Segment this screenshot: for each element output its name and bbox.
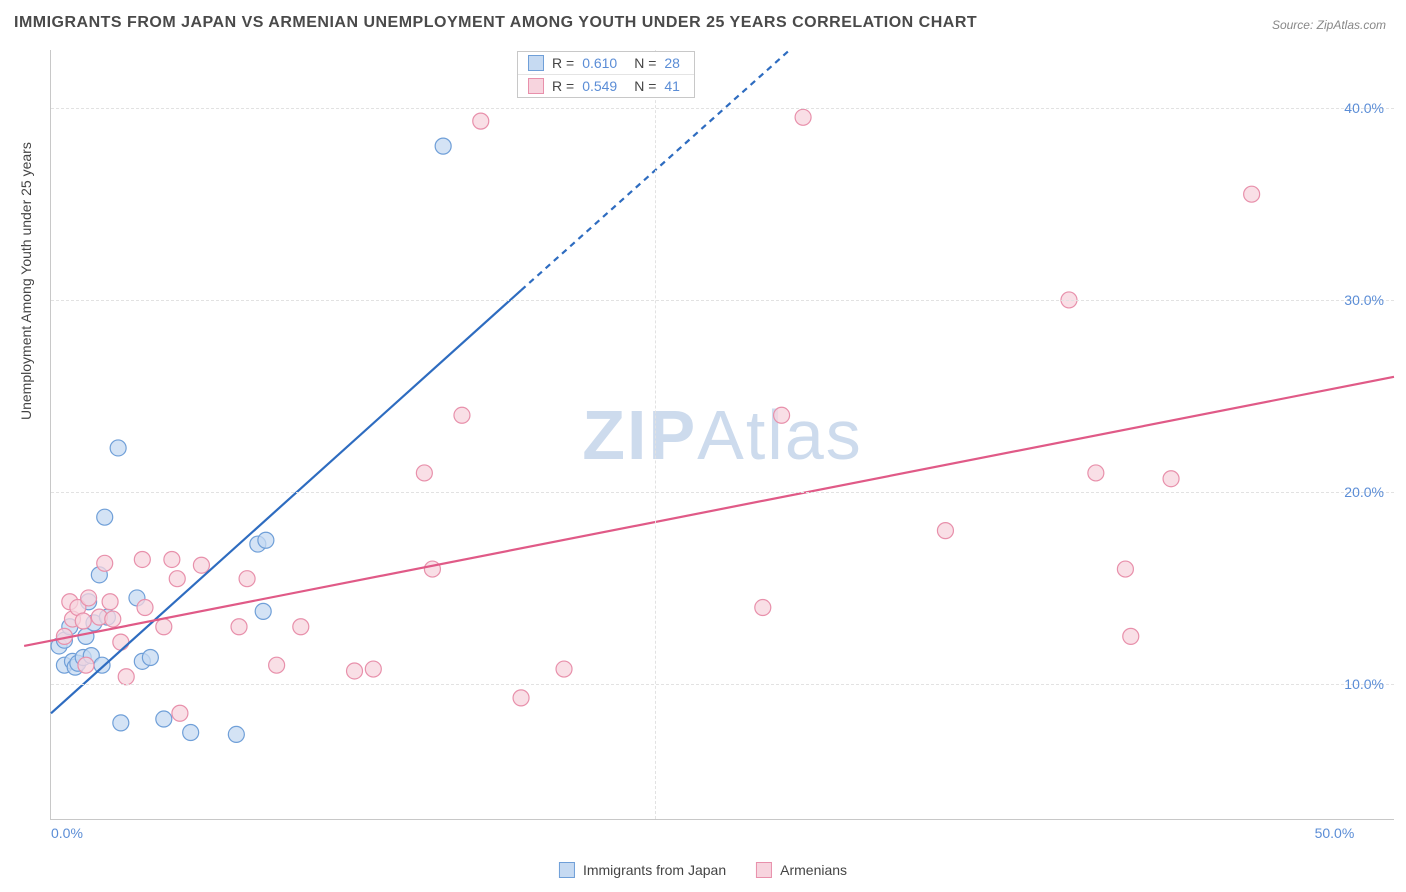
data-point-japan xyxy=(94,657,110,673)
data-point-armenian xyxy=(75,613,91,629)
data-point-japan xyxy=(156,711,172,727)
n-value-armenian: 41 xyxy=(664,78,684,94)
legend-item-armenian: Armenians xyxy=(756,862,847,878)
ytick-label: 40.0% xyxy=(1344,100,1384,116)
ytick-label: 30.0% xyxy=(1344,292,1384,308)
data-point-armenian xyxy=(937,523,953,539)
legend-swatch-armenian xyxy=(756,862,772,878)
x-axis-legend: Immigrants from Japan Armenians xyxy=(559,862,847,878)
data-point-japan xyxy=(258,532,274,548)
data-point-japan xyxy=(435,138,451,154)
r-value-armenian: 0.549 xyxy=(582,78,626,94)
data-point-armenian xyxy=(293,619,309,635)
data-point-armenian xyxy=(172,705,188,721)
trendline-armenian xyxy=(24,377,1394,646)
gridline-h xyxy=(51,492,1394,493)
plot-area: ZIPAtlas 10.0%20.0%30.0%40.0%0.0%50.0% xyxy=(50,50,1394,820)
stats-row-armenian: R = 0.549 N = 41 xyxy=(518,74,694,97)
gridline-h xyxy=(51,684,1394,685)
data-point-japan xyxy=(97,509,113,525)
legend-label-armenian: Armenians xyxy=(780,862,847,878)
data-point-armenian xyxy=(113,634,129,650)
data-point-armenian xyxy=(1088,465,1104,481)
chart-title: IMMIGRANTS FROM JAPAN VS ARMENIAN UNEMPL… xyxy=(14,14,977,32)
data-point-japan xyxy=(110,440,126,456)
xtick-label: 0.0% xyxy=(51,825,83,841)
data-point-armenian xyxy=(134,551,150,567)
data-point-japan xyxy=(255,603,271,619)
n-value-japan: 28 xyxy=(664,55,684,71)
gridline-v xyxy=(655,50,656,819)
data-point-armenian xyxy=(164,551,180,567)
swatch-armenian xyxy=(528,78,544,94)
data-point-japan xyxy=(228,726,244,742)
data-point-armenian xyxy=(1117,561,1133,577)
data-point-armenian xyxy=(137,600,153,616)
data-point-armenian xyxy=(556,661,572,677)
gridline-h xyxy=(51,300,1394,301)
data-point-armenian xyxy=(365,661,381,677)
data-point-armenian xyxy=(231,619,247,635)
data-point-armenian xyxy=(755,600,771,616)
data-point-armenian xyxy=(239,571,255,587)
y-axis-label: Unemployment Among Youth under 25 years xyxy=(18,142,34,420)
data-point-armenian xyxy=(1244,186,1260,202)
data-point-armenian xyxy=(169,571,185,587)
data-point-armenian xyxy=(269,657,285,673)
data-point-armenian xyxy=(102,594,118,610)
swatch-japan xyxy=(528,55,544,71)
legend-item-japan: Immigrants from Japan xyxy=(559,862,726,878)
data-point-armenian xyxy=(105,611,121,627)
data-point-armenian xyxy=(1163,471,1179,487)
data-point-armenian xyxy=(156,619,172,635)
data-point-armenian xyxy=(118,669,134,685)
data-point-armenian xyxy=(795,109,811,125)
data-point-armenian xyxy=(454,407,470,423)
data-point-armenian xyxy=(424,561,440,577)
r-value-japan: 0.610 xyxy=(582,55,626,71)
stats-row-japan: R = 0.610 N = 28 xyxy=(518,52,694,74)
scatter-svg xyxy=(51,50,1394,819)
data-point-japan xyxy=(113,715,129,731)
data-point-armenian xyxy=(193,557,209,573)
data-point-armenian xyxy=(81,590,97,606)
data-point-armenian xyxy=(473,113,489,129)
data-point-armenian xyxy=(347,663,363,679)
chart-container: IMMIGRANTS FROM JAPAN VS ARMENIAN UNEMPL… xyxy=(0,0,1406,892)
trendline-japan xyxy=(51,290,521,713)
legend-label-japan: Immigrants from Japan xyxy=(583,862,726,878)
data-point-armenian xyxy=(774,407,790,423)
data-point-japan xyxy=(142,650,158,666)
data-point-armenian xyxy=(97,555,113,571)
data-point-armenian xyxy=(513,690,529,706)
legend-swatch-japan xyxy=(559,862,575,878)
xtick-label: 50.0% xyxy=(1315,825,1355,841)
data-point-armenian xyxy=(78,657,94,673)
ytick-label: 10.0% xyxy=(1344,676,1384,692)
data-point-japan xyxy=(183,724,199,740)
gridline-h xyxy=(51,108,1394,109)
ytick-label: 20.0% xyxy=(1344,484,1384,500)
data-point-armenian xyxy=(416,465,432,481)
data-point-armenian xyxy=(1123,628,1139,644)
source-attribution: Source: ZipAtlas.com xyxy=(1272,18,1386,32)
stats-legend: R = 0.610 N = 28 R = 0.549 N = 41 xyxy=(517,51,695,98)
